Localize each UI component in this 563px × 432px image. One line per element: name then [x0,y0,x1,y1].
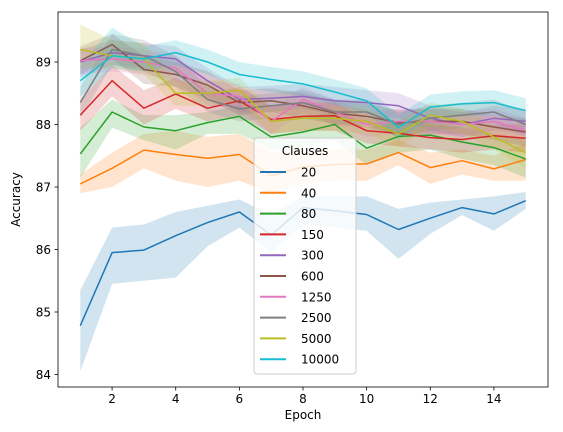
legend-label-5000: 5000 [301,332,332,346]
x-tick-label: 8 [299,392,307,406]
confidence-band-20 [80,192,526,372]
x-axis-ticks: 2 4 6 8 10 12 14 [108,387,502,406]
x-tick-label: 6 [236,392,244,406]
series-line-5000 [80,48,527,154]
legend: Clauses 20 40 80 150 300 600 1250 2500 5000 10000 [253,137,357,375]
y-tick-label: 88 [36,118,51,132]
y-tick-label: 86 [36,243,51,257]
legend-label-80: 80 [301,207,316,221]
legend-items: 20 40 80 150 300 600 1250 2500 5000 10000 [260,166,339,367]
x-tick-label: 2 [108,392,116,406]
confidence-band-150 [80,65,526,153]
legend-label-40: 40 [301,186,316,200]
legend-label-150: 150 [301,228,324,242]
y-tick-label: 85 [36,306,51,320]
series-line-150 [79,79,526,141]
y-axis-ticks: 84 85 86 87 88 89 [36,56,58,382]
y-tick-label: 89 [36,56,51,70]
x-tick-label: 12 [423,392,438,406]
legend-label-2500: 2500 [301,311,332,325]
confidence-band-600 [80,33,526,147]
series-line-80 [79,111,526,160]
y-axis-label: Accuracy [9,172,23,227]
legend-title: Clauses [282,144,329,158]
legend-label-1250: 1250 [301,290,332,304]
x-tick-label: 4 [172,392,180,406]
legend-label-300: 300 [301,249,324,263]
y-tick-label: 84 [36,368,51,382]
x-tick-label: 10 [359,392,374,406]
series-lines [79,43,527,326]
series-line-1250 [80,58,526,132]
legend-label-600: 600 [301,270,324,284]
legend-label-10000: 10000 [301,353,339,367]
series-line-2500 [79,48,526,126]
y-tick-label: 87 [36,181,51,195]
legend-box [253,137,357,375]
series-line-10000 [79,51,526,129]
x-axis-label: Epoch [285,408,322,422]
x-tick-label: 14 [486,392,501,406]
confidence-band-5000 [80,24,526,169]
legend-label-20: 20 [301,166,316,180]
